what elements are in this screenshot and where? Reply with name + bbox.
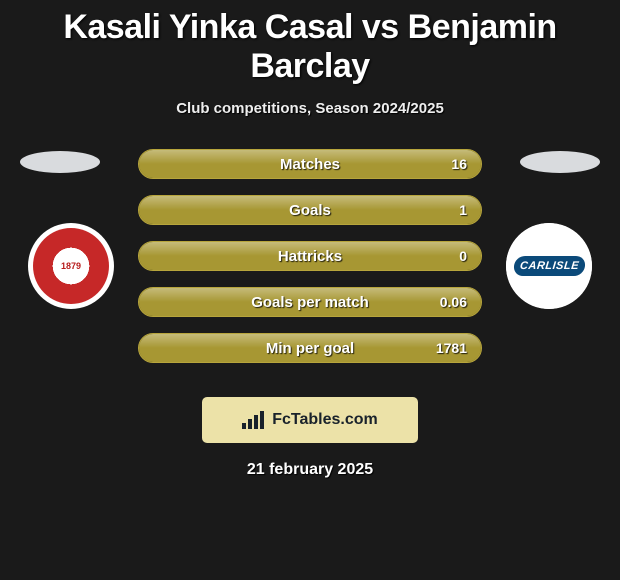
- stat-bar-value: 0: [459, 242, 467, 270]
- right-shadow: [520, 151, 600, 173]
- shield-icon: 1879: [33, 228, 109, 304]
- subtitle: Club competitions, Season 2024/2025: [0, 100, 620, 117]
- date-label: 21 february 2025: [0, 461, 620, 479]
- fctables-label: FcTables.com: [272, 411, 378, 429]
- left-shadow: [20, 151, 100, 173]
- stat-bar-value: 16: [451, 150, 467, 178]
- right-club-crest: CARLISLE: [506, 223, 592, 309]
- page-title: Kasali Yinka Casal vs Benjamin Barclay: [0, 0, 620, 86]
- stat-bar: Matches16: [138, 149, 482, 179]
- left-crest-year: 1879: [61, 261, 81, 271]
- stat-bar: Goals per match0.06: [138, 287, 482, 317]
- stat-bar-value: 1781: [436, 334, 467, 362]
- stat-bar: Goals1: [138, 195, 482, 225]
- stat-bar-value: 0.06: [440, 288, 467, 316]
- stat-bar-label: Goals per match: [139, 288, 481, 316]
- stat-bar-label: Matches: [139, 150, 481, 178]
- stat-bar-value: 1: [459, 196, 467, 224]
- fctables-badge: FcTables.com: [202, 397, 418, 443]
- stat-bar-label: Goals: [139, 196, 481, 224]
- comparison-content: 1879 CARLISLE Matches16Goals1Hattricks0G…: [0, 155, 620, 415]
- left-club-crest: 1879: [28, 223, 114, 309]
- bar-chart-icon: [242, 411, 266, 429]
- stat-bar-label: Min per goal: [139, 334, 481, 362]
- stat-bar-label: Hattricks: [139, 242, 481, 270]
- carlisle-icon: CARLISLE: [506, 223, 592, 309]
- stat-bar: Min per goal1781: [138, 333, 482, 363]
- stat-bars: Matches16 Goals1 Hattricks0 Goals per match…: [138, 149, 482, 363]
- right-crest-label: CARLISLE: [512, 256, 585, 276]
- stat-bar: Hattricks0: [138, 241, 482, 271]
